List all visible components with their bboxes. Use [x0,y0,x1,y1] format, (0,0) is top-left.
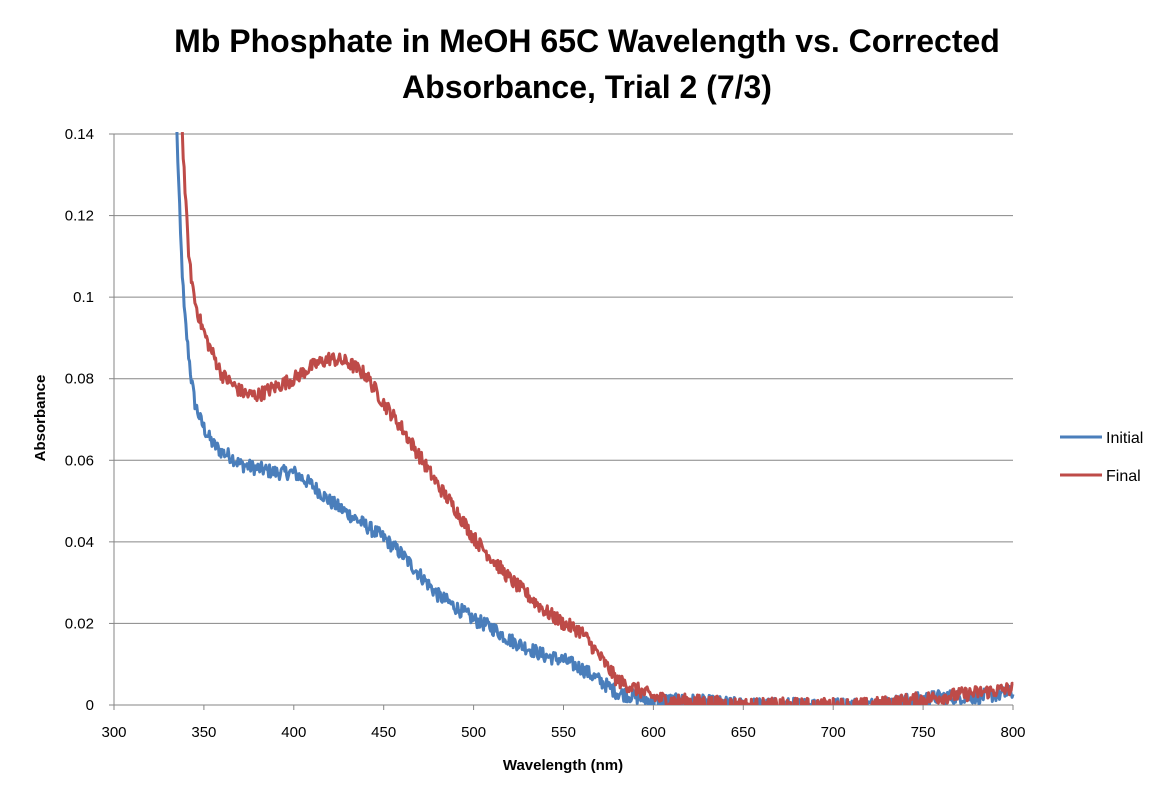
y-tick-label: 0.06 [65,452,94,469]
x-tick-label: 800 [1000,724,1025,741]
x-tick-label: 500 [461,724,486,741]
x-tick-label: 700 [821,724,846,741]
series-line-initial [175,132,1015,705]
y-tick-label: 0.12 [65,208,94,225]
x-tick-label: 750 [911,724,936,741]
series-lines [175,132,1015,705]
x-tick-label: 550 [551,724,576,741]
x-tick-label: 350 [191,724,216,741]
tick-labels: 0 0.02 0.04 0.06 0.08 0.1 0.12 0.14 300 350 400 450… [65,126,1026,741]
x-tick-label: 450 [371,724,396,741]
y-tick-label: 0.14 [65,126,94,143]
chart-title-line-2: Absorbance, Trial 2 (7/3) [402,69,772,105]
y-tick-label: 0.02 [65,615,94,632]
y-tick-label: 0.1 [73,289,94,306]
legend-label-initial: Initial [1106,430,1143,447]
legend: Initial Final [1060,430,1143,485]
y-tick-label: 0 [86,697,94,714]
x-axis-label: Wavelength (nm) [503,757,623,774]
x-tick-label: 300 [101,724,126,741]
chart-title-line-1: Mb Phosphate in MeOH 65C Wavelength vs. … [174,23,1000,59]
y-axis-label: Absorbance [32,375,49,462]
x-tick-label: 400 [281,724,306,741]
x-tick-label: 600 [641,724,666,741]
legend-label-final: Final [1106,468,1141,485]
x-tick-label: 650 [731,724,756,741]
y-tick-label: 0.08 [65,371,94,388]
y-tick-label: 0.04 [65,534,94,551]
series-line-final [180,132,1014,705]
gridlines [114,133,1013,624]
